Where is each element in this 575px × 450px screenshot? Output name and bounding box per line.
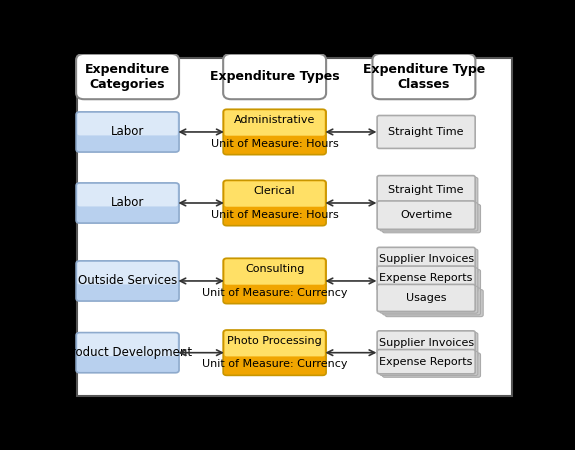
FancyBboxPatch shape: [76, 333, 179, 373]
FancyBboxPatch shape: [382, 353, 481, 377]
FancyBboxPatch shape: [380, 333, 478, 357]
FancyBboxPatch shape: [78, 184, 178, 207]
FancyBboxPatch shape: [377, 331, 475, 355]
Text: Supplier Invoices: Supplier Invoices: [378, 338, 474, 348]
FancyBboxPatch shape: [377, 176, 475, 204]
FancyBboxPatch shape: [224, 331, 325, 356]
Text: Clerical

Unit of Measure: Hours: Clerical Unit of Measure: Hours: [211, 186, 339, 220]
FancyBboxPatch shape: [223, 258, 326, 304]
Text: Supplier Invoices: Supplier Invoices: [378, 254, 474, 265]
FancyBboxPatch shape: [78, 333, 178, 356]
Text: Expenditure
Categories: Expenditure Categories: [85, 63, 170, 90]
FancyBboxPatch shape: [380, 268, 478, 292]
FancyBboxPatch shape: [76, 261, 179, 301]
FancyBboxPatch shape: [77, 58, 512, 396]
Text: Usages: Usages: [406, 293, 446, 303]
FancyBboxPatch shape: [76, 112, 179, 152]
FancyBboxPatch shape: [377, 350, 475, 374]
FancyBboxPatch shape: [78, 262, 178, 284]
Text: Expense Reports: Expense Reports: [380, 273, 473, 283]
FancyBboxPatch shape: [377, 116, 475, 148]
FancyBboxPatch shape: [377, 248, 475, 272]
FancyBboxPatch shape: [382, 204, 481, 233]
Text: Expense Reports: Expense Reports: [380, 357, 473, 367]
FancyBboxPatch shape: [380, 286, 478, 313]
FancyBboxPatch shape: [223, 330, 326, 375]
FancyBboxPatch shape: [377, 266, 475, 290]
FancyBboxPatch shape: [76, 54, 179, 99]
Text: Consulting

Unit of Measure: Currency: Consulting Unit of Measure: Currency: [202, 264, 347, 297]
Text: Labor: Labor: [111, 126, 144, 139]
FancyBboxPatch shape: [373, 54, 476, 99]
Text: Administrative

Unit of Measure: Hours: Administrative Unit of Measure: Hours: [211, 115, 339, 148]
FancyBboxPatch shape: [382, 288, 481, 315]
FancyBboxPatch shape: [223, 54, 326, 99]
FancyBboxPatch shape: [377, 201, 475, 230]
Text: Straight Time: Straight Time: [388, 185, 464, 195]
Text: Labor: Labor: [111, 197, 144, 210]
FancyBboxPatch shape: [385, 290, 483, 317]
FancyBboxPatch shape: [223, 109, 326, 155]
Text: Overtime: Overtime: [400, 210, 452, 220]
Text: Product Development: Product Development: [63, 346, 191, 359]
Text: Expenditure Types: Expenditure Types: [210, 70, 339, 83]
Text: Outside Services: Outside Services: [78, 274, 177, 288]
FancyBboxPatch shape: [380, 177, 478, 206]
FancyBboxPatch shape: [224, 181, 325, 207]
FancyBboxPatch shape: [223, 180, 326, 226]
FancyBboxPatch shape: [224, 259, 325, 285]
FancyBboxPatch shape: [380, 249, 478, 273]
FancyBboxPatch shape: [380, 351, 478, 376]
FancyBboxPatch shape: [78, 113, 178, 135]
Text: Photo Processing

Unit of Measure: Currency: Photo Processing Unit of Measure: Curren…: [202, 336, 347, 369]
FancyBboxPatch shape: [377, 284, 475, 311]
FancyBboxPatch shape: [76, 183, 179, 223]
Text: Straight Time: Straight Time: [388, 127, 464, 137]
FancyBboxPatch shape: [224, 110, 325, 136]
Text: Expenditure Type
Classes: Expenditure Type Classes: [363, 63, 485, 90]
FancyBboxPatch shape: [380, 202, 478, 231]
FancyBboxPatch shape: [382, 270, 481, 294]
